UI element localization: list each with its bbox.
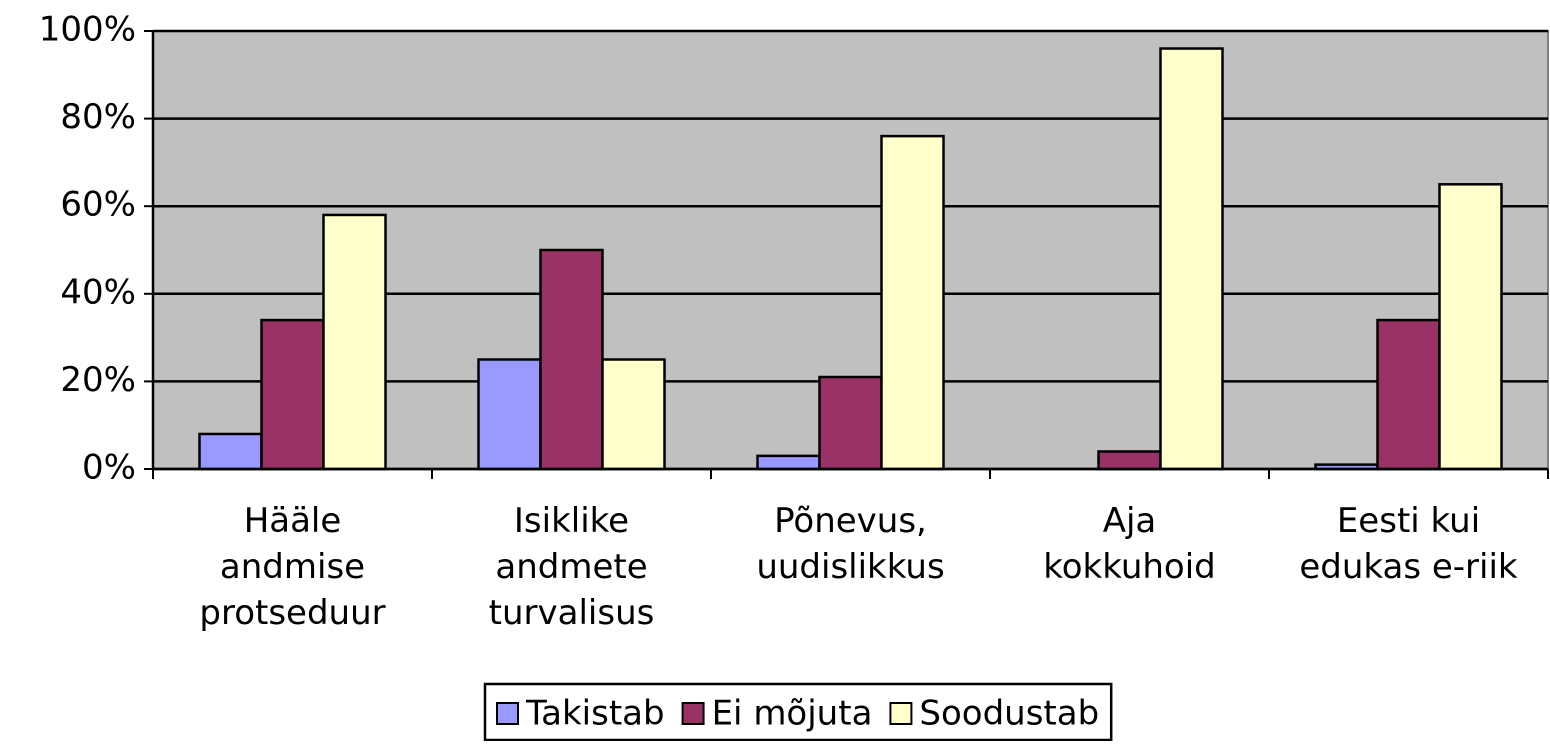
bar [756, 454, 821, 471]
bar [880, 134, 945, 471]
x-tick-label: Põnevus, uudislikkus [756, 501, 944, 587]
y-tick-label: 0% [82, 448, 136, 488]
bar [1438, 183, 1503, 471]
x-tick-label-line: kokkuhoid [1043, 547, 1216, 587]
y-tick-label: 40% [60, 272, 136, 312]
legend-swatch [496, 702, 519, 725]
x-tick-label-line: protseduur [199, 593, 385, 633]
bar [198, 432, 263, 471]
x-tick-label-line: Aja [1103, 501, 1157, 541]
x-tick-label-line: edukas e-riik [1299, 547, 1518, 587]
y-tick-label: 100% [39, 10, 136, 50]
bar [322, 213, 387, 471]
x-tick-label: Isiklike andmete turvalisus [489, 501, 655, 633]
bar [539, 248, 604, 471]
legend: Takistab Ei mõjuta Soodustab [483, 682, 1113, 742]
x-tick-label-line: turvalisus [489, 593, 655, 633]
x-tick-label: Eesti kui edukas e-riik [1299, 501, 1518, 587]
bar [1376, 318, 1441, 471]
y-tick-label: 80% [60, 97, 136, 137]
x-tick-label: Hääle andmise protseduur [199, 501, 385, 633]
legend-swatch [681, 702, 705, 725]
y-tick-label: 60% [60, 185, 136, 225]
legend-label: Ei mõjuta [712, 694, 873, 734]
bar [1159, 47, 1224, 471]
x-tick-label-line: Eesti kui [1337, 501, 1480, 541]
x-tick-label-line: andmise [220, 547, 365, 587]
bar [818, 375, 883, 471]
legend-label: Soodustab [919, 694, 1099, 734]
legend-swatch [889, 702, 913, 725]
legend-label: Takistab [525, 694, 665, 734]
bar [477, 358, 542, 471]
bar [601, 358, 666, 471]
legend-box [483, 682, 1113, 742]
x-tick-label-line: andmete [495, 547, 647, 587]
x-tick-label-line: Hääle [244, 501, 342, 541]
bar [260, 318, 325, 471]
y-tick-label: 20% [60, 360, 136, 400]
x-tick-label-line: Põnevus, [774, 501, 927, 541]
bar [1097, 450, 1162, 471]
x-tick-label-line: Isiklike [514, 501, 629, 541]
x-tick-label: Aja kokkuhoid [1043, 501, 1216, 587]
x-tick-label-line: uudislikkus [756, 547, 944, 587]
